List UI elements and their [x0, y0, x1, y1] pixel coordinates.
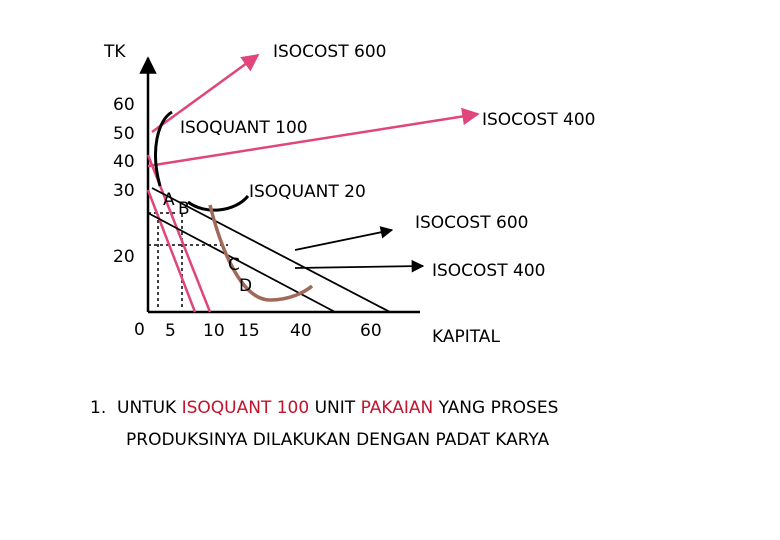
isoquant-100-curve [154, 110, 173, 187]
point-label-c: C [228, 255, 240, 275]
x-tick-label: 5 [165, 321, 176, 341]
y-axis-label: TK [103, 42, 126, 62]
caption-text: UNTUK [117, 398, 177, 418]
caption-line-1: 1. UNTUK ISOQUANT 100 UNIT PAKAIAN YANG … [90, 398, 558, 418]
caption-text: YANG PROSES [438, 398, 559, 418]
isocost-600-label-top: ISOCOST 600 [273, 42, 386, 62]
point-label-b: B [178, 199, 190, 219]
x-tick-label: 40 [290, 321, 312, 341]
y-tick-label: 40 [113, 152, 135, 172]
point-label-d: D [239, 276, 252, 296]
x-tick-label: 15 [238, 321, 260, 341]
y-tick-label: 50 [113, 124, 135, 144]
isoquant-100-label: ISOQUANT 100 [180, 118, 308, 138]
y-tick-label: 60 [113, 95, 135, 115]
isocost-400-label-top: ISOCOST 400 [482, 110, 595, 130]
isocost-line-to-600 [151, 53, 260, 134]
x-tick-label: 0 [134, 320, 145, 340]
caption-line-2: PRODUKSINYA DILAKUKAN DENGAN PADAT KARYA [126, 430, 550, 450]
isocost-400-label-right: ISOCOST 400 [432, 261, 545, 281]
caption-highlight: ISOQUANT 100 [181, 398, 310, 418]
isoquant-brown-curve [208, 204, 314, 302]
x-tick-label: 60 [360, 321, 382, 341]
isoquant-20-label: ISOQUANT 20 [249, 182, 366, 202]
x-tick-label: 10 [203, 321, 225, 341]
point-label-a: A [163, 190, 175, 210]
y-tick-label: 20 [113, 247, 135, 267]
isocost-line-steep-2 [146, 189, 197, 313]
arrow-to-isocost-600 [294, 226, 394, 251]
caption-number: 1. [90, 398, 107, 418]
isoquant-20-curve [187, 194, 250, 212]
caption-highlight: PAKAIAN [360, 398, 434, 418]
isocost-line-to-400 [147, 107, 480, 168]
isocost-black-line-1 [151, 187, 391, 313]
isocost-600-label-right: ISOCOST 600 [415, 213, 528, 233]
x-axis-label: KAPITAL [432, 327, 500, 347]
isocost-black-line-2 [147, 212, 336, 313]
arrow-to-isocost-400 [294, 259, 425, 273]
y-tick-label: 30 [113, 181, 135, 201]
caption-text: UNIT [314, 398, 356, 418]
